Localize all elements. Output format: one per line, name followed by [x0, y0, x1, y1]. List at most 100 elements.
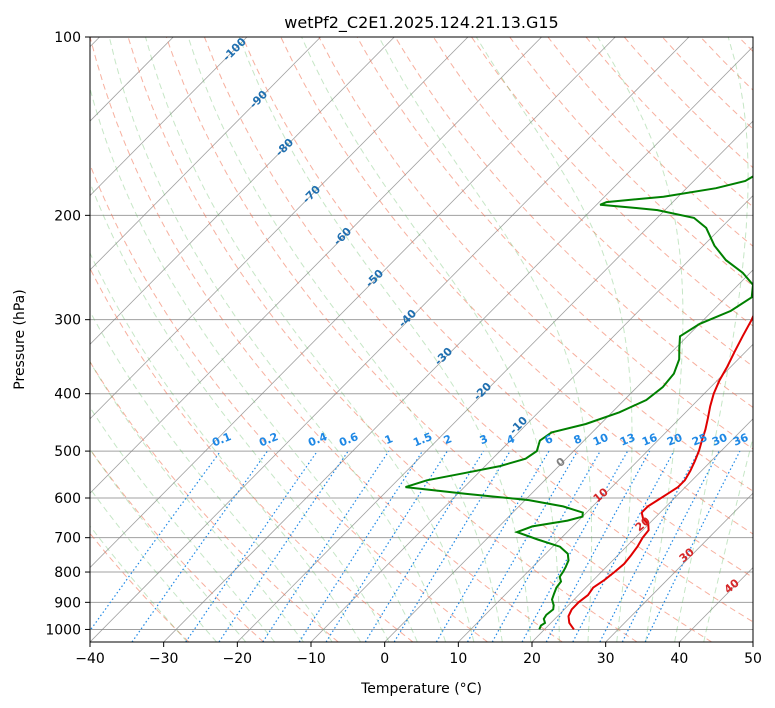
moist-adiabat-line — [90, 310, 333, 642]
plot-area: -100-90-80-70-60-50-40-30-20-100.1 0.2 0.4… — [90, 37, 753, 642]
dry-adiabat-line — [90, 360, 339, 642]
dewpoint-line — [405, 175, 753, 630]
isotherm-lines — [90, 37, 753, 642]
isotherm-line — [752, 641, 753, 642]
mixing-ratio-line — [644, 450, 741, 642]
mixing-ratio-label: 25 — [690, 431, 709, 449]
isobar-lines — [90, 37, 753, 630]
isotherm-line — [679, 567, 753, 642]
isotherm-line — [90, 37, 690, 642]
x-tick-label: −10 — [296, 651, 326, 667]
mixing-ratio-label: 0.2 — [257, 430, 280, 449]
x-tick-label: −20 — [223, 651, 253, 667]
moist-adiabat-line — [108, 37, 447, 642]
isotherm-line — [90, 37, 616, 569]
moist-adiabat-line — [238, 37, 532, 642]
mixing-ratio-label: 10 — [591, 431, 610, 449]
isotherm-line — [605, 492, 753, 642]
mixing-ratio-label: 0.4 — [306, 430, 329, 449]
y-axis-label: Pressure (hPa) — [12, 289, 28, 389]
dry-adiabat-line — [432, 37, 753, 368]
x-tick-label: 40 — [670, 651, 688, 667]
dry-adiabat-line — [242, 37, 753, 579]
mixing-ratio-line — [599, 450, 700, 642]
mixing-ratio-label: 36 — [731, 431, 750, 449]
isotherm-line — [90, 37, 395, 345]
mixing-ratio-label: 3 — [478, 432, 490, 447]
mixing-ratio-line — [521, 450, 629, 642]
mixing-ratio-line — [393, 450, 511, 642]
dry-adiabat-line — [90, 448, 264, 642]
dry-adiabat-label: -20 — [471, 380, 494, 403]
y-tick-label: 200 — [54, 208, 81, 224]
moist-adiabat-label: 40 — [722, 576, 742, 596]
moist-adiabat-line — [597, 37, 684, 642]
dry-adiabat-line — [509, 37, 753, 287]
mixing-ratio-line — [218, 450, 349, 642]
x-axis-ticks: −40 −30 −20 −10 0 10 20 30 40 50 — [75, 642, 762, 667]
isotherm-line — [458, 343, 753, 642]
moist-adiabat-line — [475, 37, 633, 642]
moist-adiabat-line — [187, 37, 503, 642]
mixing-ratio-line — [262, 450, 390, 642]
moist-adiabat-line — [90, 252, 362, 642]
mixing-ratio-line — [545, 450, 651, 642]
moist-adiabat-line — [90, 361, 304, 642]
moist-adiabat-line — [378, 37, 593, 642]
y-tick-label: 400 — [54, 387, 81, 403]
mixing-ratio-line — [131, 450, 268, 642]
moist-adiabat-line — [301, 37, 560, 642]
isotherm-line — [531, 418, 753, 642]
y-tick-label: 500 — [54, 444, 81, 460]
dry-adiabat-line — [280, 37, 753, 535]
x-tick-label: −40 — [75, 651, 105, 667]
dry-adiabat-line — [356, 37, 753, 450]
mixing-ratio-label: 6 — [543, 432, 555, 447]
mixing-ratio-label: 20 — [665, 431, 684, 449]
moist-adiabat-line — [90, 448, 247, 642]
dry-adiabat-label: -40 — [396, 307, 419, 330]
mixing-ratio-label: 8 — [572, 432, 584, 447]
moist-adiabat-line — [90, 406, 276, 642]
y-tick-label: 700 — [54, 531, 81, 547]
x-tick-label: −30 — [149, 651, 179, 667]
y-tick-label: 1000 — [45, 622, 81, 638]
isotherm-line — [90, 37, 542, 494]
moist-adiabat-line — [90, 487, 217, 642]
mixing-ratio-label: 1 — [383, 432, 395, 447]
mixing-ratio-line — [364, 450, 485, 642]
dry-adiabat-label: -60 — [331, 225, 354, 248]
y-tick-label: 100 — [54, 30, 81, 46]
moist-adiabat-line — [90, 181, 390, 642]
mixing-ratio-line — [298, 450, 424, 642]
y-axis-ticks: 100 200 300 400 500 600 700 800 900 1000 — [45, 30, 90, 638]
moist-adiabat-label: 20 — [633, 514, 653, 534]
dry-adiabat-line — [90, 37, 563, 642]
mixing-ratio-line — [621, 450, 720, 642]
moist-adiabat-line — [703, 435, 753, 642]
mixing-ratio-line — [325, 450, 448, 642]
x-tick-label: 10 — [449, 651, 467, 667]
x-axis-label: Temperature (°C) — [360, 681, 482, 697]
moist-adiabat-line — [674, 37, 749, 642]
plot-frame — [89, 36, 754, 643]
mixing-ratio-label: 2 — [442, 432, 454, 447]
dry-adiabat-line — [165, 37, 712, 642]
x-tick-label: 30 — [597, 651, 615, 667]
dry-adiabat-line — [90, 267, 414, 642]
dry-adiabat-lines — [90, 37, 753, 642]
y-tick-label: 800 — [54, 565, 81, 581]
dry-adiabat-line — [318, 37, 753, 492]
temperature-line — [567, 314, 753, 630]
dry-adiabat-line — [90, 163, 488, 642]
mixing-ratio-lines — [90, 450, 741, 642]
moist-adiabat-line — [90, 86, 418, 642]
isotherm-line — [163, 46, 753, 642]
moist-adiabat-lines — [90, 37, 753, 642]
dry-adiabat-line — [471, 37, 753, 327]
x-tick-label: 0 — [380, 651, 389, 667]
dry-adiabat-label: -30 — [432, 345, 455, 368]
moist-adiabat-label: 10 — [591, 485, 611, 505]
moist-adiabat-label: 30 — [677, 545, 697, 565]
moist-adiabat-line — [145, 37, 475, 642]
